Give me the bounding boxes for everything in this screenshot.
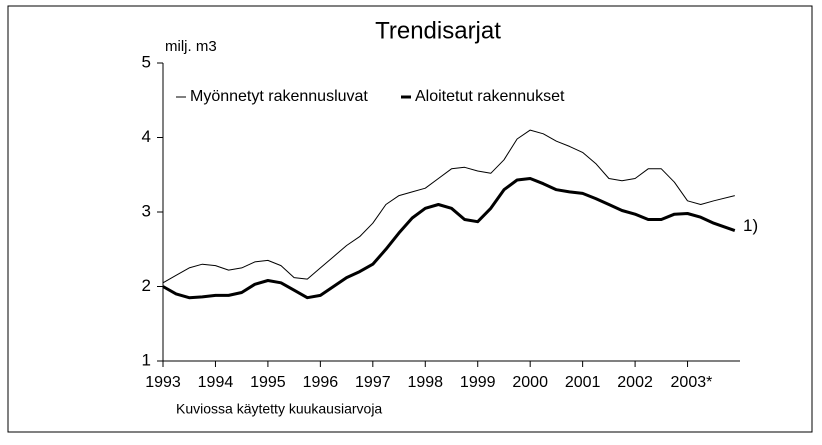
series-line [162, 129, 735, 284]
legend-label: Aloitetut rakennukset [415, 88, 565, 105]
series-line [162, 177, 736, 300]
frame [7, 5, 813, 433]
x-tick-label: 1997 [355, 374, 391, 391]
y-tick-label: 3 [142, 201, 151, 220]
y-axis-label: milj. m3 [165, 38, 217, 55]
x-tick-label: 1995 [250, 374, 286, 391]
annotation: 1) [743, 216, 758, 235]
x-tick-label: 2002 [617, 374, 653, 391]
note: Kuviossa käytetty kuukausiarvoja [176, 401, 382, 417]
x-tick-label: 1996 [303, 374, 339, 391]
y-tick-label: 4 [142, 127, 151, 146]
x-tick-label: 1994 [198, 374, 234, 391]
x-tick-label: 1993 [145, 374, 181, 391]
x-tick-label: 1998 [407, 374, 443, 391]
x-tick-label: 2003* [671, 374, 713, 391]
chart-title: Trendisarjat [375, 17, 501, 44]
y-tick-label: 5 [142, 52, 151, 71]
y-tick-label: 1 [142, 350, 151, 369]
legend-label: Myönnetyt rakennusluvat [190, 88, 368, 105]
x-tick-label: 2000 [512, 374, 548, 391]
x-tick-label: 1999 [460, 374, 496, 391]
y-tick-label: 2 [142, 276, 151, 295]
x-tick-label: 2001 [565, 374, 601, 391]
